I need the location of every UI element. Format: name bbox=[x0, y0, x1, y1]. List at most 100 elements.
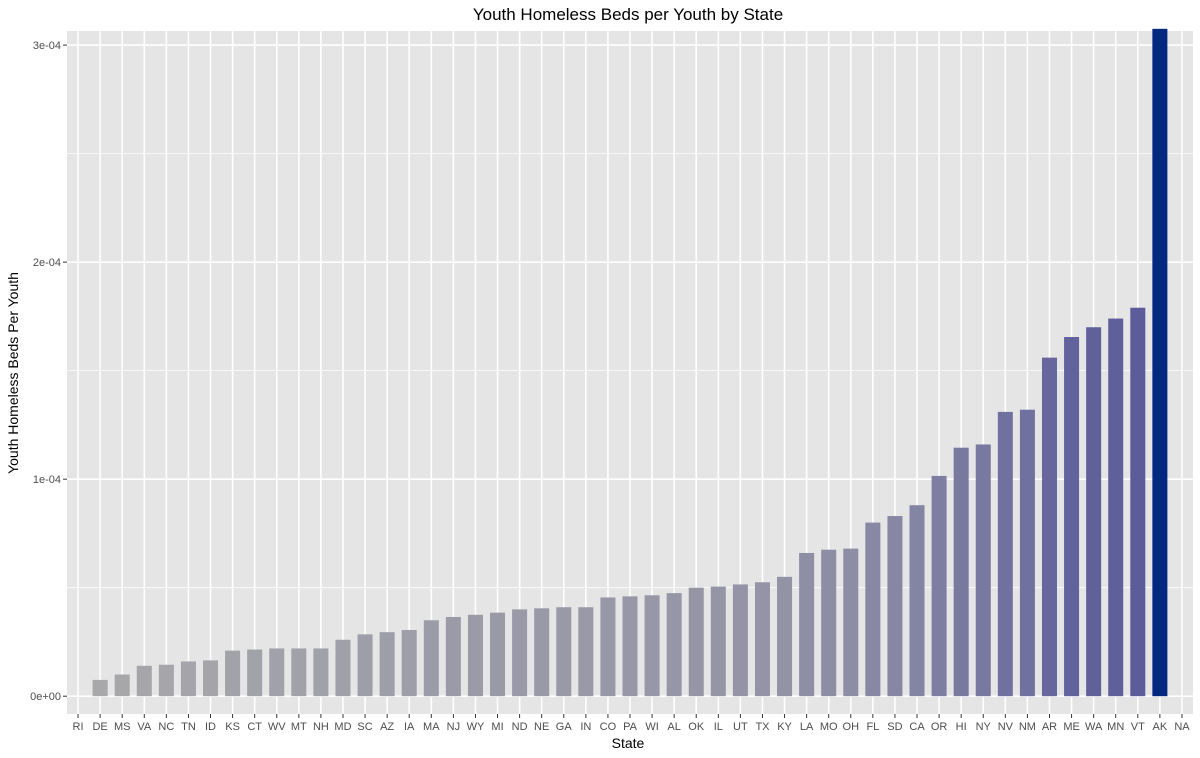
x-tick-label: KY bbox=[777, 721, 792, 733]
x-tick-label: OH bbox=[843, 721, 860, 733]
bar-oh bbox=[843, 548, 859, 697]
x-tick-label: NM bbox=[1019, 721, 1036, 733]
bar-nd bbox=[512, 609, 528, 697]
bar-id bbox=[203, 660, 219, 697]
bar-ak bbox=[1152, 28, 1168, 697]
x-tick-label: OK bbox=[688, 721, 705, 733]
bar-fl bbox=[865, 522, 881, 697]
bar-ca bbox=[909, 505, 925, 697]
bar-co bbox=[600, 597, 616, 697]
x-tick-label: VA bbox=[137, 721, 152, 733]
x-tick-label: TX bbox=[755, 721, 770, 733]
bar-ne bbox=[534, 608, 550, 697]
bar-ms bbox=[114, 674, 130, 697]
x-tick-label: AR bbox=[1042, 721, 1057, 733]
bar-md bbox=[335, 639, 351, 697]
bar-al bbox=[666, 593, 682, 697]
x-tick-label: NC bbox=[158, 721, 174, 733]
bar-sd bbox=[887, 516, 903, 697]
bar-nh bbox=[313, 648, 329, 697]
x-tick-label: MA bbox=[423, 721, 440, 733]
bar-de bbox=[92, 679, 108, 697]
x-tick-label: IA bbox=[404, 721, 415, 733]
x-tick-label: NJ bbox=[447, 721, 460, 733]
bar-la bbox=[799, 552, 815, 697]
x-tick-label: LA bbox=[800, 721, 814, 733]
bar-az bbox=[379, 632, 395, 697]
x-tick-label: RI bbox=[73, 721, 84, 733]
x-tick-label: SC bbox=[357, 721, 372, 733]
bar-in bbox=[578, 607, 594, 697]
x-tick-label: MO bbox=[820, 721, 838, 733]
bar-ia bbox=[401, 630, 417, 697]
bar-il bbox=[710, 586, 726, 697]
x-tick-label: PA bbox=[623, 721, 638, 733]
x-tick-label: MS bbox=[114, 721, 131, 733]
x-tick-label: AL bbox=[667, 721, 680, 733]
bar-or bbox=[931, 475, 947, 697]
x-tick-label: CA bbox=[909, 721, 925, 733]
x-tick-label: MT bbox=[291, 721, 307, 733]
x-tick-label: IN bbox=[580, 721, 591, 733]
bar-va bbox=[136, 665, 152, 697]
bar-wa bbox=[1086, 327, 1102, 697]
bar-ct bbox=[247, 649, 263, 697]
y-tick-label: 3e-04 bbox=[33, 40, 61, 52]
bar-mt bbox=[291, 648, 307, 697]
x-tick-label: NE bbox=[534, 721, 549, 733]
bar-nv bbox=[997, 411, 1013, 697]
x-tick-label: TN bbox=[181, 721, 196, 733]
x-tick-label: NY bbox=[976, 721, 992, 733]
x-tick-label: DE bbox=[92, 721, 107, 733]
bar-wy bbox=[467, 614, 483, 697]
x-tick-label: FL bbox=[866, 721, 879, 733]
x-tick-label: HI bbox=[956, 721, 967, 733]
bar-tx bbox=[754, 582, 770, 697]
bar-mi bbox=[490, 612, 506, 697]
x-tick-label: NH bbox=[313, 721, 329, 733]
x-tick-label: SD bbox=[887, 721, 902, 733]
x-tick-label: CT bbox=[247, 721, 262, 733]
y-tick-label: 2e-04 bbox=[33, 257, 61, 269]
bar-nm bbox=[1019, 409, 1035, 697]
x-tick-label: VT bbox=[1131, 721, 1145, 733]
y-tick-label: 1e-04 bbox=[33, 474, 61, 486]
bar-ky bbox=[777, 576, 793, 697]
bar-ar bbox=[1041, 357, 1057, 697]
bar-ok bbox=[688, 587, 704, 697]
bar-nc bbox=[158, 664, 174, 697]
y-axis: 0e+00 1e-04 2e-04 3e-04 bbox=[30, 40, 67, 703]
bar-mn bbox=[1108, 318, 1124, 697]
bars-group bbox=[92, 28, 1168, 697]
x-tick-label: WI bbox=[645, 721, 658, 733]
x-tick-label: ME bbox=[1063, 721, 1080, 733]
x-tick-label: OR bbox=[931, 721, 948, 733]
y-tick-label: 0e+00 bbox=[30, 691, 61, 703]
bar-vt bbox=[1130, 307, 1146, 697]
bar-ga bbox=[556, 607, 572, 697]
bar-ma bbox=[423, 620, 439, 697]
x-tick-label: MI bbox=[491, 721, 503, 733]
bar-tn bbox=[180, 661, 196, 697]
x-tick-label: WV bbox=[268, 721, 286, 733]
bar-sc bbox=[357, 634, 373, 697]
x-tick-label: GA bbox=[556, 721, 573, 733]
x-axis: RI DE MS VA NC TN ID KS CT WV MT NH MD SC AZ IA MA NJ WY MI… bbox=[73, 714, 1190, 733]
x-tick-label: ND bbox=[512, 721, 528, 733]
x-tick-label: NA bbox=[1174, 721, 1190, 733]
bar-nj bbox=[445, 616, 461, 697]
bar-ut bbox=[732, 584, 748, 697]
x-tick-label: WA bbox=[1085, 721, 1103, 733]
x-axis-title: State bbox=[612, 735, 645, 751]
x-tick-label: MD bbox=[334, 721, 351, 733]
x-tick-label: CO bbox=[600, 721, 617, 733]
x-tick-label: ID bbox=[205, 721, 216, 733]
x-tick-label: NV bbox=[998, 721, 1014, 733]
x-tick-label: AK bbox=[1153, 721, 1168, 733]
bar-pa bbox=[622, 596, 638, 697]
bar-hi bbox=[953, 447, 969, 697]
x-tick-label: MN bbox=[1107, 721, 1124, 733]
chart-title: Youth Homeless Beds per Youth by State bbox=[473, 5, 783, 24]
x-tick-label: AZ bbox=[380, 721, 394, 733]
